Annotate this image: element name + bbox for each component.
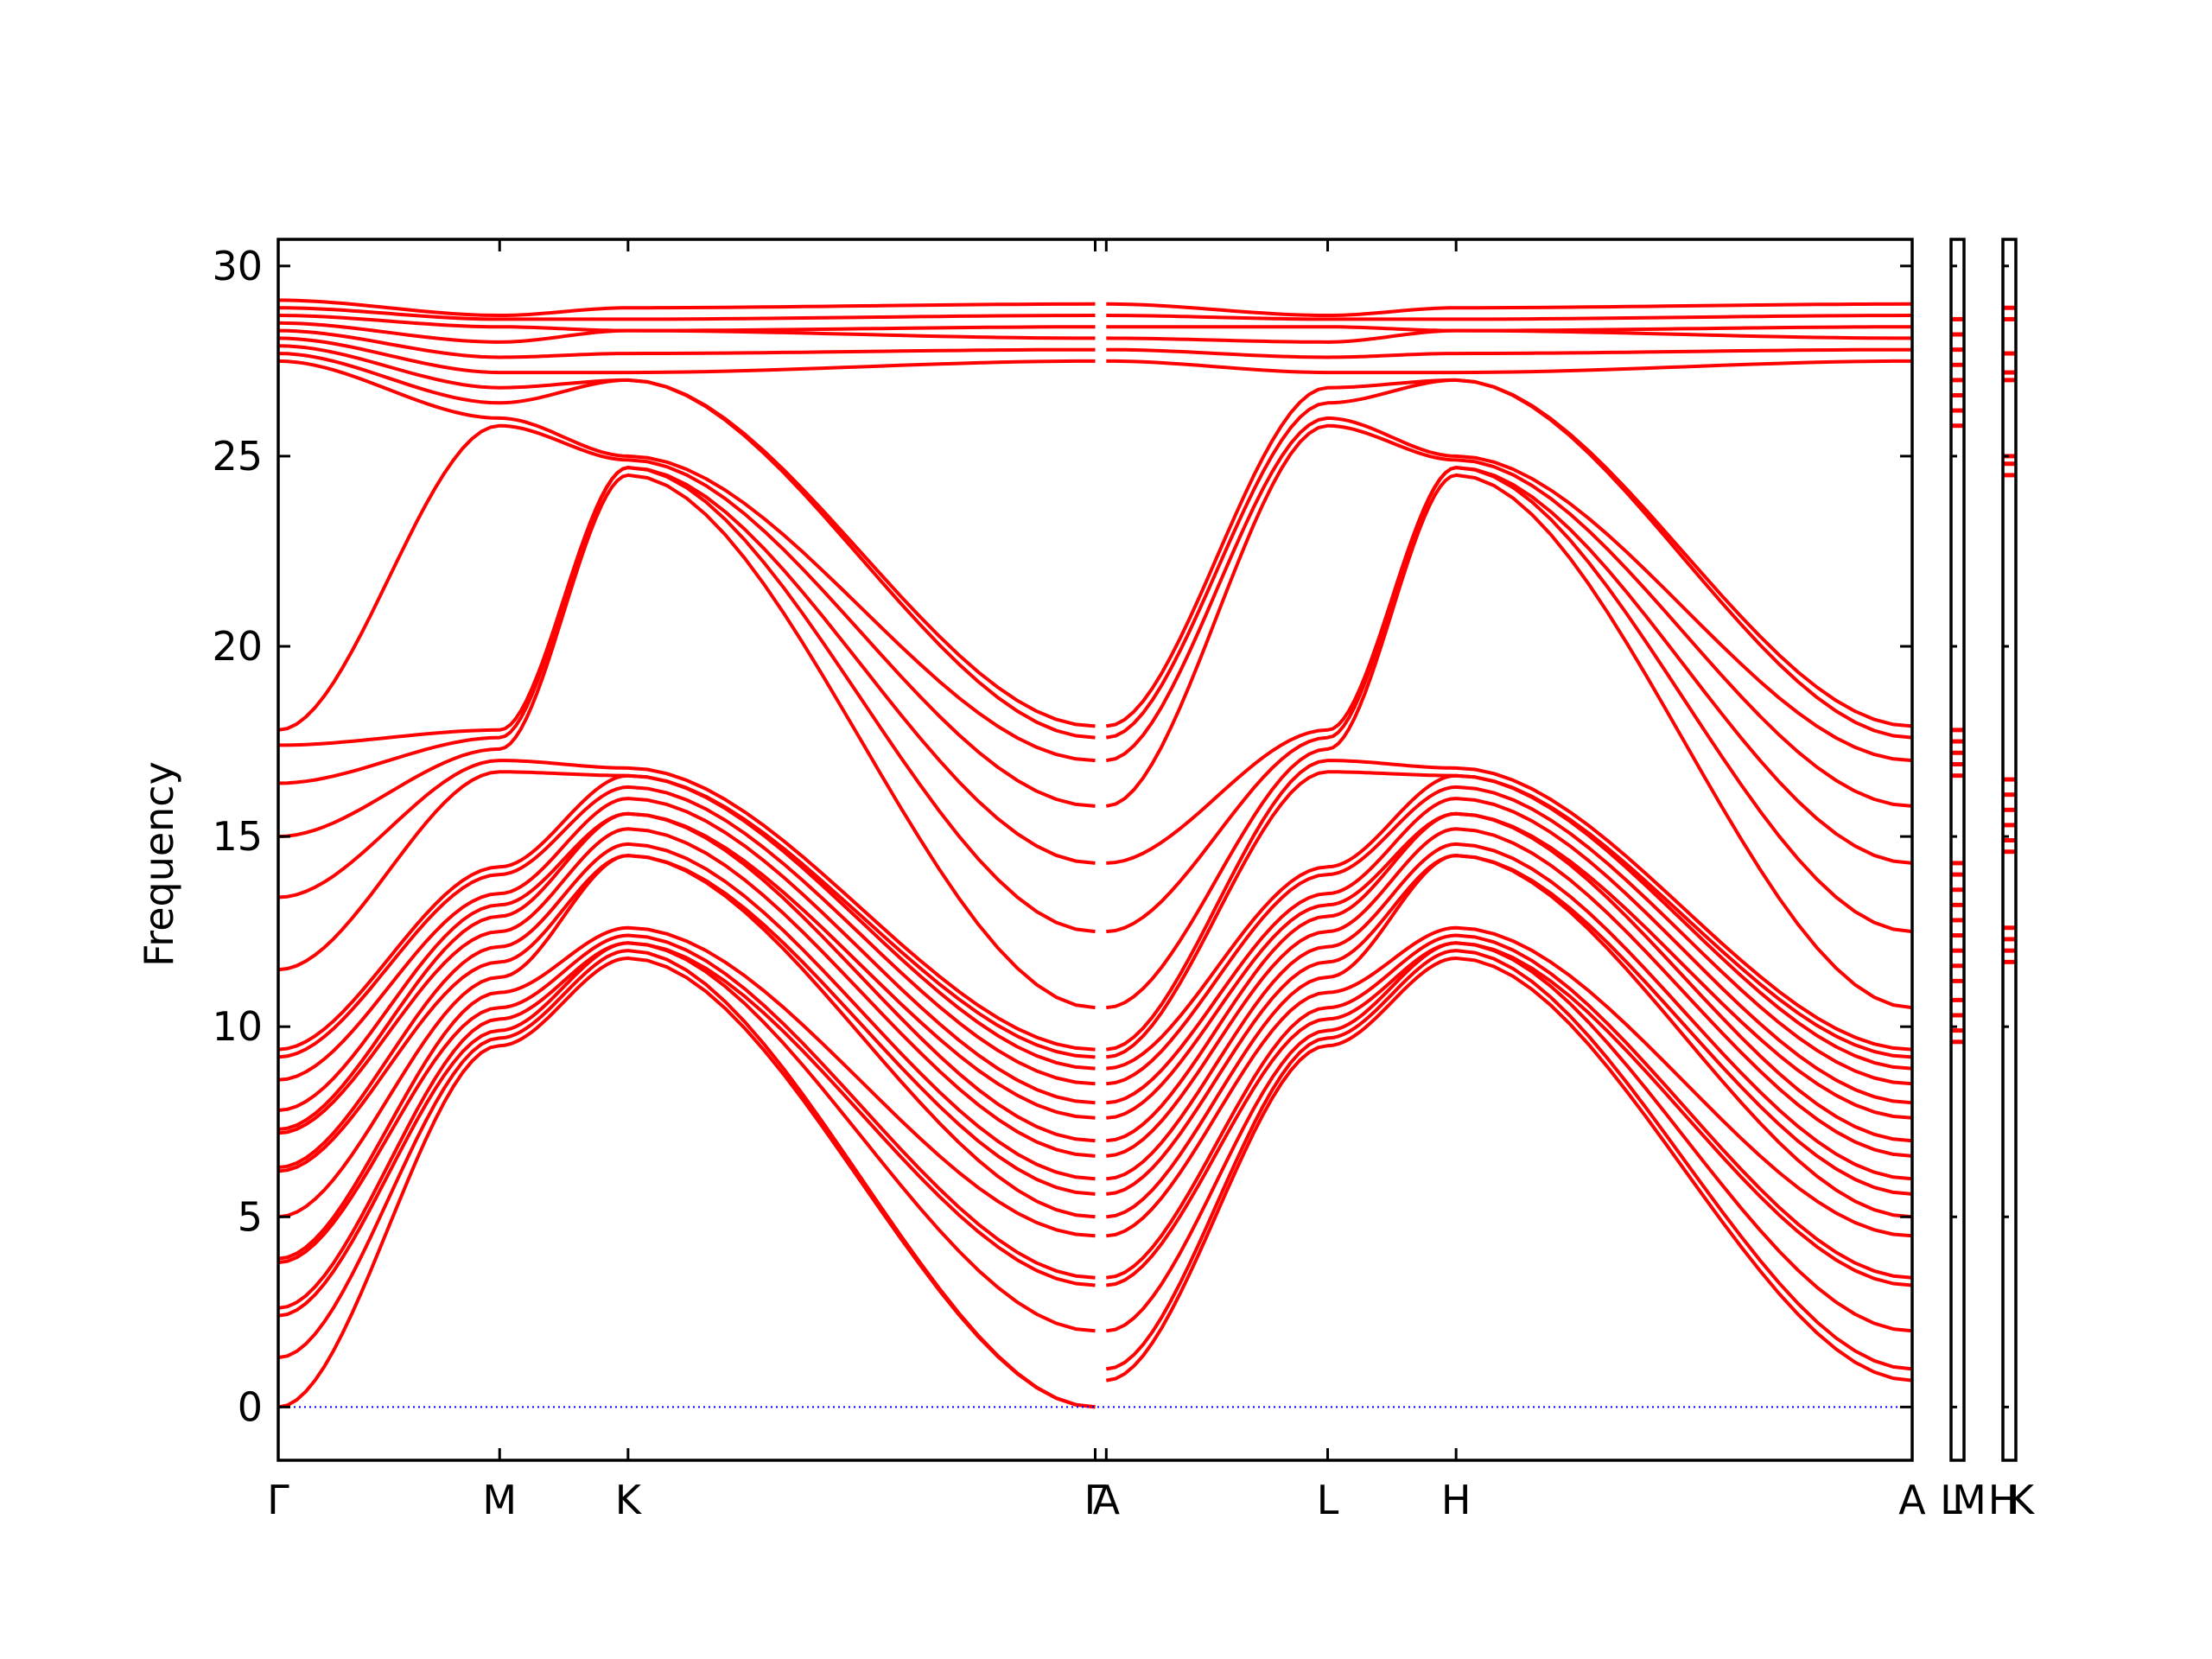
band-line-alha-26 (1106, 328, 1912, 344)
y-tick-label-20: 20 (212, 623, 263, 670)
y-tick-label-5: 5 (238, 1193, 263, 1240)
band-line-gmkg-12 (277, 797, 1096, 1105)
band-line-gmkg-11 (277, 811, 1096, 1120)
y-tick-label-10: 10 (212, 1003, 263, 1050)
x-tick-label-a-4: A (1093, 1477, 1121, 1523)
band-line-gmkg-0 (277, 957, 1096, 1409)
band-line-alha-21 (1105, 416, 1913, 763)
band-line-gmkg-15 (277, 770, 1096, 1059)
band-line-gmkg-6 (277, 854, 1096, 1219)
band-line-alha-14 (1106, 773, 1913, 1071)
band-line-gmkg-9 (277, 827, 1096, 1158)
band-line-gmkg-18 (277, 466, 1096, 934)
band-line-alha-9 (1106, 827, 1913, 1158)
band-line-gmkg-28 (277, 306, 1096, 321)
x-tick-label-γ-0: Γ (267, 1477, 289, 1523)
band-line-gmkg-4 (277, 933, 1096, 1280)
band-line-alha-11 (1106, 811, 1913, 1120)
band-line-alha-20 (1105, 423, 1913, 808)
band-line-gmkg-7 (277, 854, 1096, 1196)
band-line-alha-5 (1106, 925, 1913, 1238)
band-line-gmkg-16 (277, 759, 1096, 1052)
side-panel-1-label-start: L (1940, 1477, 1962, 1523)
band-line-gmkg-8 (277, 842, 1096, 1181)
band-line-gmkg-10 (277, 811, 1096, 1143)
band-line-alha-22 (1105, 378, 1913, 740)
x-tick-label-l-5: L (1317, 1477, 1339, 1523)
band-line-alha-16 (1105, 759, 1913, 1052)
y-tick-label-25: 25 (212, 433, 263, 480)
x-tick-label-h-6: H (1441, 1477, 1471, 1523)
band-line-gmkg-21 (277, 359, 1096, 763)
band-line-alha-19 (1106, 466, 1913, 865)
band-line-alha-12 (1106, 797, 1913, 1105)
x-tick-label-γ-3: Γ (1084, 1477, 1107, 1523)
x-tick-label-m-1: M (482, 1477, 517, 1523)
band-line-alha-6 (1106, 854, 1913, 1219)
y-tick-label-30: 30 (212, 243, 263, 289)
side-panel-2-label-start: H (1988, 1477, 2018, 1523)
y-axis-label: Frequency (136, 761, 182, 967)
band-line-alha-0 (1105, 957, 1913, 1382)
side-panel-2-label-end: K (2008, 1477, 2036, 1523)
band-line-gmkg-29 (277, 298, 1096, 317)
side-panel-1-label-end: M (1952, 1477, 1986, 1523)
band-line-gmkg-20 (277, 423, 1096, 808)
band-line-gmkg-3 (277, 941, 1096, 1310)
band-line-gmkg-24 (277, 336, 1096, 375)
band-line-alha-7 (1106, 854, 1913, 1196)
side-panel-1-frame (1949, 238, 1966, 1462)
band-line-alha-25 (1106, 347, 1912, 359)
band-line-gmkg-22 (277, 352, 1096, 740)
band-line-gmkg-13 (277, 785, 1096, 1086)
x-tick-label-k-2: K (615, 1477, 643, 1523)
band-line-gmkg-17 (277, 473, 1096, 1010)
band-line-gmkg-25 (277, 328, 1096, 359)
band-line-alha-8 (1106, 842, 1913, 1181)
band-line-alha-1 (1105, 949, 1913, 1371)
band-line-alha-17 (1106, 473, 1913, 1010)
bands-layer (277, 298, 2016, 1409)
band-line-alha-10 (1106, 811, 1913, 1143)
band-line-gmkg-27 (277, 314, 1096, 333)
band-line-alha-13 (1106, 785, 1913, 1086)
band-line-alha-15 (1105, 770, 1913, 1059)
band-line-alha-24 (1106, 359, 1912, 375)
band-line-gmkg-14 (277, 773, 1096, 1071)
band-line-alha-4 (1106, 933, 1913, 1280)
band-line-alha-23 (1105, 378, 1913, 728)
side-panel-2-frame (2001, 238, 2018, 1462)
band-line-gmkg-2 (277, 941, 1096, 1333)
band-line-gmkg-1 (277, 949, 1096, 1409)
band-line-alha-2 (1105, 941, 1913, 1333)
y-tick-label-0: 0 (238, 1383, 263, 1430)
band-line-alha-3 (1106, 941, 1913, 1287)
band-line-gmkg-5 (277, 925, 1096, 1261)
band-line-gmkg-19 (278, 466, 1096, 865)
band-line-gmkg-26 (277, 321, 1096, 344)
y-tick-label-15: 15 (212, 813, 263, 860)
band-line-gmkg-23 (277, 344, 1096, 728)
band-line-alha-28 (1106, 314, 1913, 321)
frame-layer (276, 238, 2018, 1462)
band-line-alha-29 (1106, 302, 1913, 317)
band-line-alha-27 (1106, 325, 1913, 333)
x-tick-label-a-7: A (1898, 1477, 1926, 1523)
